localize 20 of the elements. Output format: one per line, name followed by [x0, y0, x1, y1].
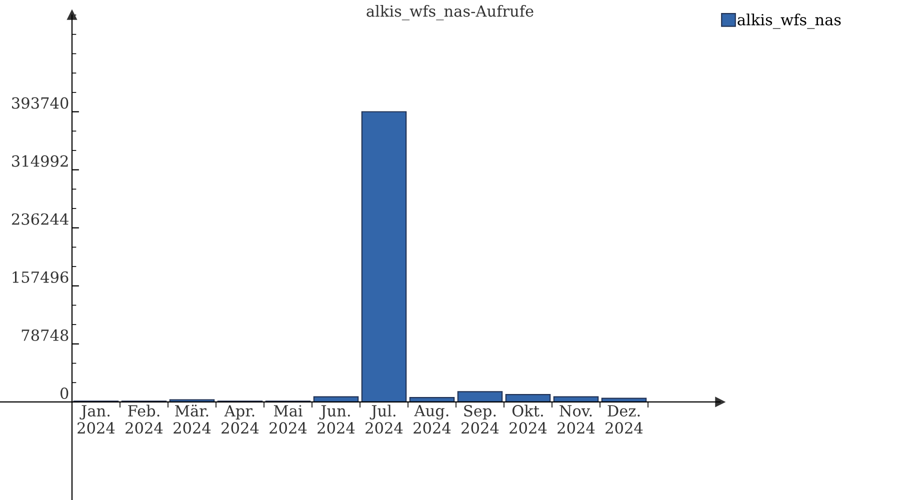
- x-tick-label: Mai 2024: [270, 405, 307, 434]
- x-tick-label: Nov. 2024: [558, 405, 595, 434]
- y-tick-label: 157496: [12, 271, 68, 283]
- y-tick-label: 78748: [22, 329, 68, 341]
- y-tick-label: 393740: [12, 97, 68, 109]
- x-tick-label: Apr. 2024: [222, 405, 259, 434]
- x-tick-label: Okt. 2024: [510, 404, 547, 434]
- x-tick-label: Dez. 2024: [606, 405, 643, 434]
- x-tick-label: Aug. 2024: [414, 405, 451, 434]
- chart-title: alkis_wfs_nas-Aufrufe: [366, 5, 534, 20]
- y-tick-label: 0: [60, 387, 68, 400]
- x-tick-label: Sep. 2024: [462, 405, 499, 434]
- x-tick-label: Feb. 2024: [126, 404, 163, 434]
- y-tick-label: 314992: [12, 155, 68, 167]
- x-tick-label: Jul. 2024: [366, 404, 403, 434]
- x-tick-label: Mär. 2024: [174, 404, 211, 434]
- legend-label: alkis_wfs_nas: [738, 14, 841, 29]
- x-tick-label: Jun. 2024: [318, 405, 355, 434]
- y-tick-label: 236244: [12, 213, 68, 225]
- x-tick-label: Jan. 2024: [78, 405, 115, 434]
